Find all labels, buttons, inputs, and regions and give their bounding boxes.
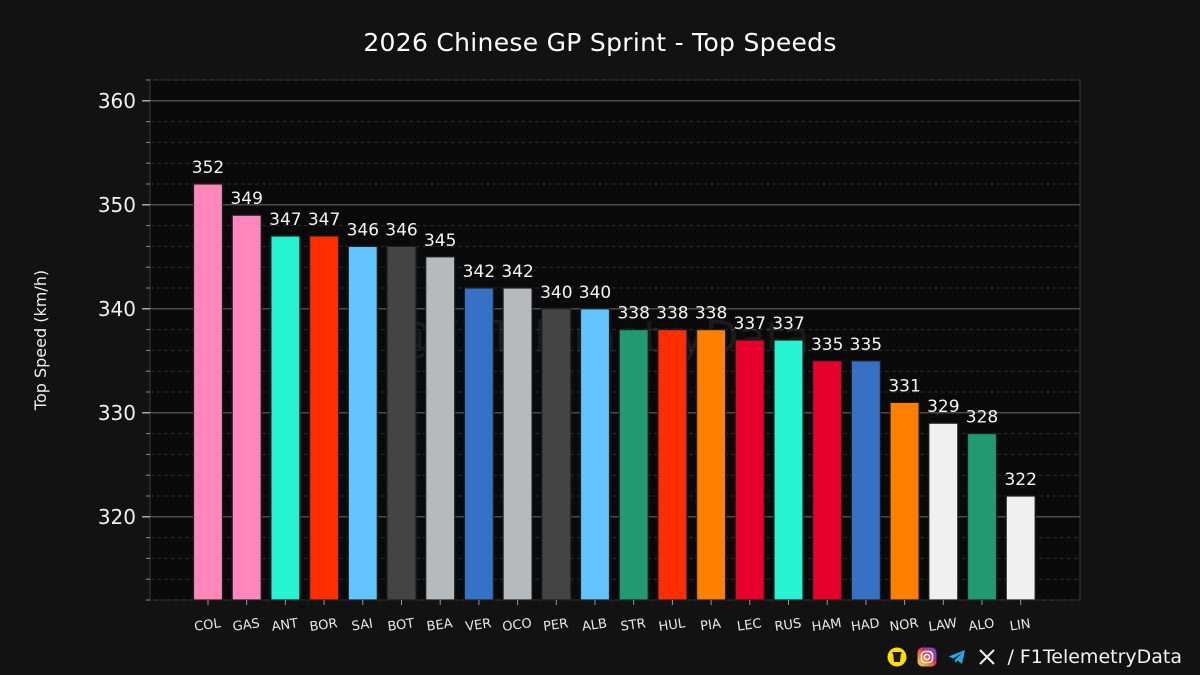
bar-value-label: 340 [579, 283, 611, 303]
major-grid [150, 100, 1080, 518]
x-tick-label: LAW [928, 616, 959, 635]
x-tick-label: HAM [811, 616, 843, 635]
buymeacoffee-icon[interactable] [887, 647, 907, 667]
y-axis: 320 330 340 350 360 [98, 79, 150, 601]
bar-value-label: 352 [192, 158, 224, 178]
x-tick-label: GAS [232, 616, 261, 635]
bar-value-label: 328 [966, 408, 998, 428]
bar-pia [695, 329, 727, 601]
bar-bor [309, 235, 340, 601]
bar-rus [773, 339, 804, 601]
bar-bea [425, 256, 456, 601]
x-tick-label: ALB [581, 616, 608, 634]
x-tick-label: RUS [774, 616, 803, 635]
y-tick-label: 320 [98, 505, 136, 529]
bar-value-label: 347 [269, 210, 301, 230]
x-axis: COL GAS ANT BOR SAI BOT BEA VER OCO PER ALB STR HUL P… [193, 600, 1032, 635]
bar-sai [347, 245, 378, 601]
x-tick-label: STR [620, 616, 647, 634]
bar-value-label: 338 [656, 304, 688, 324]
x-tick-label: BOT [387, 616, 416, 635]
bar-value-label: 335 [850, 335, 882, 355]
bar-alo [966, 433, 998, 601]
x-tick-label: OCO [501, 616, 532, 635]
y-tick-label: 360 [98, 89, 136, 113]
bar-law [928, 422, 959, 601]
bar-oco [502, 287, 533, 601]
x-tick-label: COL [193, 616, 222, 635]
plot-area [149, 79, 1081, 601]
x-tick-label: BEA [426, 616, 454, 634]
telegram-icon[interactable] [947, 647, 967, 667]
x-icon[interactable] [977, 647, 997, 667]
x-tick-label: PIA [699, 617, 722, 635]
x-tick-label: NOR [889, 616, 920, 635]
bar-had [850, 360, 882, 601]
bar-value-label: 347 [308, 210, 340, 230]
bar-value-label: 322 [1004, 470, 1036, 490]
bar-ver [463, 287, 494, 601]
x-tick-label: BOR [309, 616, 339, 635]
bar-hul [657, 329, 688, 601]
bar-bot [386, 245, 417, 601]
bar-value-label: 346 [385, 220, 417, 240]
bar-per [541, 308, 572, 601]
bar-lec [734, 339, 765, 601]
bars [192, 183, 1036, 601]
bar-value-label: 338 [695, 304, 727, 324]
bar-value-labels: 352 349 347 347 346 346 345 342 342 340 340 338 338 3… [192, 158, 1037, 490]
x-tick-label: SAI [351, 617, 374, 635]
bar-value-label: 342 [501, 262, 533, 282]
x-tick-label: LEC [736, 616, 762, 634]
bar-ant [270, 235, 301, 601]
bar-col [192, 183, 224, 601]
footer: / F1TelemetryData [887, 643, 1182, 671]
instagram-icon[interactable] [917, 647, 937, 667]
bar-value-label: 346 [347, 220, 379, 240]
y-tick-label: 350 [98, 193, 136, 217]
bar-value-label: 349 [230, 189, 262, 209]
bar-nor [889, 401, 920, 601]
x-tick-label: ALO [968, 616, 996, 634]
bar-ham [812, 360, 843, 601]
bar-value-label: 337 [734, 314, 766, 334]
bar-gas [231, 214, 262, 601]
bar-alb [579, 308, 611, 601]
bar-value-label: 335 [811, 335, 843, 355]
bar-value-label: 342 [463, 262, 495, 282]
y-tick-label: 330 [98, 401, 136, 425]
x-tick-label: HUL [658, 616, 687, 635]
x-tick-label: PER [542, 616, 569, 634]
bar-lin [1005, 495, 1036, 601]
x-tick-label: ANT [271, 616, 299, 635]
bar-value-label: 345 [424, 231, 456, 251]
bar-value-label: 340 [540, 283, 572, 303]
x-tick-label: HAD [850, 616, 880, 635]
bar-value-label: 337 [772, 314, 804, 334]
y-axis-label: Top Speed (km/h) [31, 270, 50, 411]
chart-title: 2026 Chinese GP Sprint - Top Speeds [363, 28, 837, 57]
bar-value-label: 329 [927, 397, 959, 417]
bar-value-label: 338 [617, 304, 649, 324]
x-tick-label: VER [464, 616, 492, 634]
x-tick-label: LIN [1009, 617, 1032, 635]
footer-handle: / F1TelemetryData [1007, 646, 1182, 668]
bar-str [618, 329, 649, 601]
y-tick-label: 340 [98, 297, 136, 321]
bar-value-label: 331 [888, 376, 920, 396]
minor-grid [150, 79, 1080, 601]
